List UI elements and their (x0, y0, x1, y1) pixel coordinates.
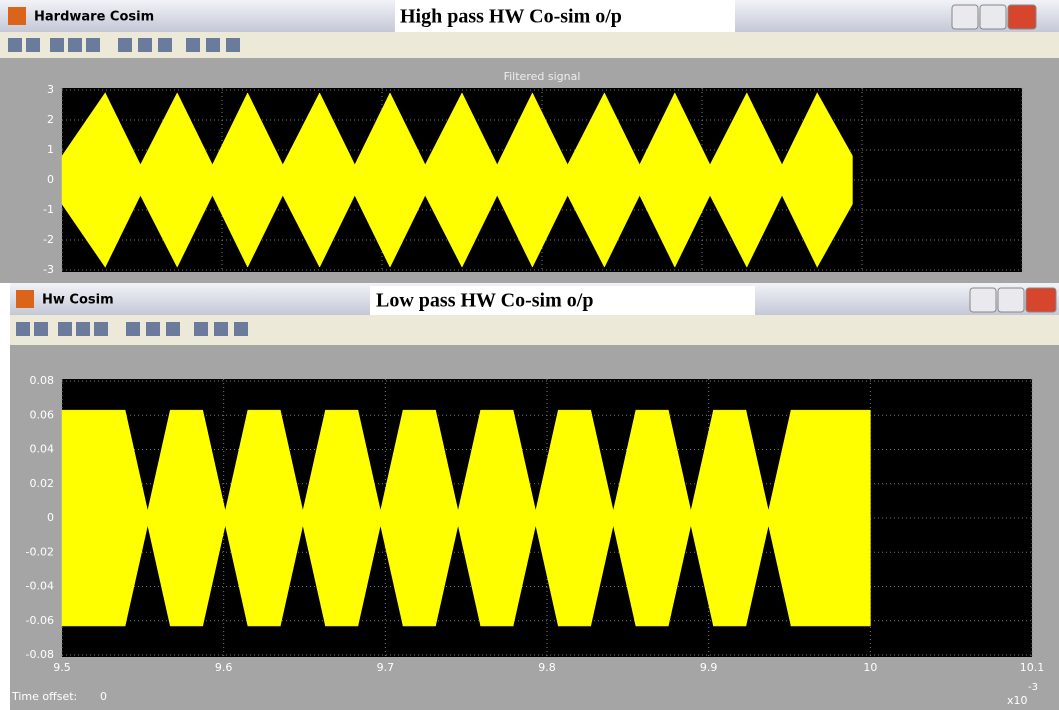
close-button[interactable] (1026, 288, 1056, 312)
x-tick-label: 10 (863, 661, 877, 674)
y-tick-label: -0.02 (26, 545, 54, 558)
y-tick-label: -1 (43, 203, 54, 216)
minimize-button[interactable] (952, 5, 978, 29)
x-tick-label: 9.9 (700, 661, 718, 674)
minimize-button[interactable] (970, 288, 996, 312)
signal-segment (481, 410, 513, 626)
x-tick-label: 9.7 (377, 661, 395, 674)
y-tick-label: 0.08 (30, 374, 55, 387)
x-tick-label: 9.6 (215, 661, 233, 674)
y-tick-label: -3 (43, 263, 54, 276)
signal-segment (62, 410, 125, 626)
caption: High pass HW Co-sim o/p (400, 6, 622, 28)
chart-title: Filtered signal (504, 70, 581, 83)
window-title: Hw Cosim (42, 293, 114, 308)
app-icon (16, 290, 34, 308)
app-icon (8, 7, 26, 25)
status-value: 0 (100, 690, 107, 703)
status-label: Time offset: (11, 690, 77, 703)
page: Hardware Cosim High pass HW Co-sim o/p H… (0, 0, 1059, 710)
y-tick-label: -0.08 (26, 648, 54, 661)
caption: Low pass HW Co-sim o/p (376, 290, 593, 312)
y-tick-label: 0.02 (30, 477, 55, 490)
signal-segment (636, 410, 668, 626)
y-tick-label: 0.04 (30, 443, 55, 456)
x-multiplier-exponent: -3 (1028, 682, 1038, 693)
signal-segment (403, 410, 435, 626)
signal-segment (791, 410, 870, 626)
close-button[interactable] (1008, 5, 1036, 29)
chart: Filtered signal 3 2 1 0 -1 -2 -3 (43, 70, 1022, 276)
signal-segment (326, 410, 358, 626)
screen: Hardware Cosim High pass HW Co-sim o/p H… (0, 0, 1059, 710)
x-tick-label: 9.8 (538, 661, 556, 674)
y-tick-label: -0.06 (26, 614, 54, 627)
x-multiplier: x10 (1007, 694, 1028, 707)
signal-segment (714, 410, 746, 626)
y-tick-label: 0 (47, 173, 54, 186)
maximize-button[interactable] (980, 5, 1006, 29)
window-title: Hardware Cosim (34, 10, 154, 25)
signal-segment (248, 410, 280, 626)
x-tick-label: 9.5 (53, 661, 71, 674)
y-tick-label: -2 (43, 233, 54, 246)
y-tick-label: 2 (47, 113, 54, 126)
y-tick-label: 0 (47, 511, 54, 524)
y-tick-label: 0.06 (30, 408, 55, 421)
maximize-button[interactable] (998, 288, 1024, 312)
signal-segment (558, 410, 590, 626)
y-tick-label: 1 (47, 143, 54, 156)
signal-segment (170, 410, 202, 626)
y-tick-label: 3 (47, 83, 54, 96)
x-tick-label: 10.1 (1020, 661, 1045, 674)
y-tick-label: -0.04 (26, 580, 54, 593)
